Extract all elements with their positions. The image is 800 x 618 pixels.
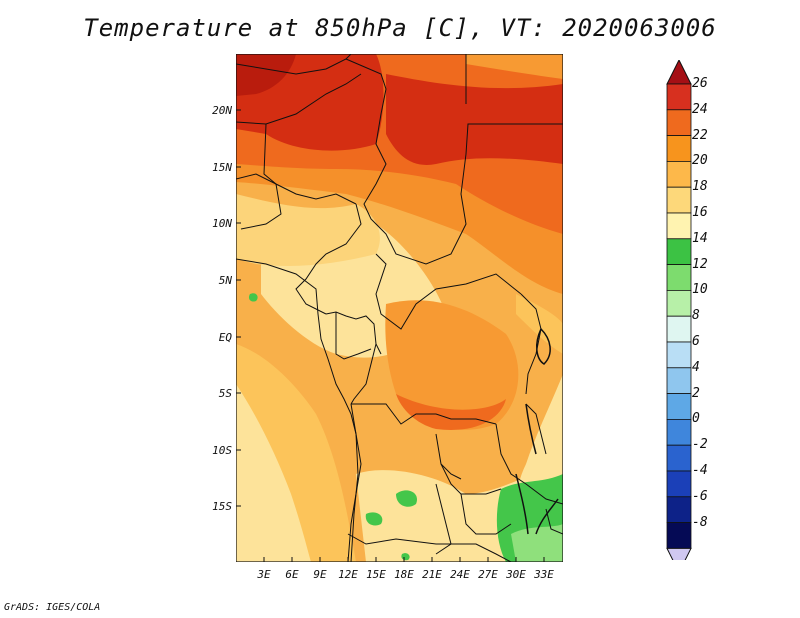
- colorbar-label: 8: [692, 308, 700, 324]
- map-canvas: [236, 54, 563, 562]
- colorbar-label: 0: [692, 411, 700, 427]
- region-green-patch-4: [401, 553, 410, 561]
- colorbar-label: 12: [692, 256, 708, 272]
- lat-label: 15S: [212, 500, 232, 513]
- region-north-warm: [466, 54, 563, 79]
- colorbar-top-triangle: [666, 60, 692, 85]
- colorbar-label: 2: [692, 385, 700, 401]
- lat-label: 10N: [212, 217, 232, 230]
- map-title: Temperature at 850hPa [C], VT: 202006300…: [83, 14, 717, 42]
- region-congo-hot: [396, 394, 506, 430]
- lon-label: 3E: [257, 568, 271, 581]
- colorbar-label: -8: [692, 514, 708, 530]
- country-borders: [236, 54, 563, 562]
- colorbar-label: -6: [692, 488, 708, 504]
- colorbar-label: 24: [692, 101, 708, 117]
- lat-label: 5S: [218, 387, 232, 400]
- colorbar-label: 18: [692, 179, 708, 195]
- colorbar-box: [666, 83, 692, 111]
- colorbar-box: [666, 264, 692, 291]
- colorbar-label: 6: [692, 334, 700, 349]
- region-southwest-cool: [236, 384, 311, 562]
- lon-label: 9E: [313, 568, 327, 581]
- colorbar: [666, 60, 692, 560]
- colorbar-box: [666, 444, 692, 472]
- region-green-patch-3: [248, 293, 258, 302]
- colorbar-box: [666, 341, 692, 369]
- colorbar-label: 14: [692, 230, 708, 246]
- coastline: [236, 258, 359, 562]
- colorbar-box: [666, 470, 692, 498]
- region-sahara-hot-east: [386, 74, 563, 165]
- colorbar-label: 22: [692, 127, 708, 143]
- colorbar-bottom-triangle: [666, 547, 692, 560]
- lon-label: 21E: [422, 568, 442, 581]
- colorbar-box: [666, 212, 692, 240]
- colorbar-box: [666, 522, 692, 549]
- colorbar-box: [666, 367, 692, 394]
- region-southeast-lightgreen: [511, 524, 563, 562]
- colorbar-box: [666, 238, 692, 266]
- lon-label: 33E: [534, 568, 554, 581]
- lon-label: 27E: [478, 568, 498, 581]
- colorbar-box: [666, 289, 692, 317]
- lakes: [515, 327, 559, 535]
- colorbar-box: [666, 315, 692, 343]
- region-congo-warm: [385, 300, 519, 430]
- lat-label: EQ: [218, 331, 232, 344]
- colorbar-box: [666, 109, 692, 136]
- temperature-map: [236, 54, 563, 562]
- colorbar-label: 4: [692, 359, 700, 375]
- colorbar-label: 16: [692, 205, 708, 220]
- region-green-patch-1: [396, 490, 417, 507]
- colorbar-box: [666, 393, 692, 420]
- lat-label: 5N: [218, 274, 232, 287]
- lon-label: 15E: [366, 568, 386, 581]
- colorbar-label: 10: [692, 282, 708, 298]
- colorbar-label: -2: [692, 437, 708, 453]
- lat-label: 20N: [212, 104, 232, 117]
- colorbar-label: -4: [692, 463, 708, 478]
- lon-label: 6E: [285, 568, 299, 581]
- colorbar-box: [666, 496, 692, 523]
- colorbar-box: [666, 135, 692, 162]
- lat-label: 10S: [212, 444, 232, 457]
- region-westafrica-mild: [236, 194, 380, 266]
- colorbar-label: 20: [692, 153, 708, 169]
- axis-ticks: [236, 109, 545, 562]
- lat-label: 15N: [212, 161, 232, 174]
- colorbar-box: [666, 161, 692, 188]
- lon-label: 30E: [506, 568, 526, 581]
- lon-label: 12E: [338, 568, 358, 581]
- colorbar-box: [666, 418, 692, 446]
- lon-label: 18E: [394, 568, 414, 581]
- lon-label: 24E: [450, 568, 470, 581]
- region-far-northwest: [236, 54, 296, 96]
- footer-credit: GrADS: IGES/COLA: [4, 602, 101, 613]
- colorbar-box: [666, 186, 692, 214]
- region-green-patch-2: [365, 512, 383, 526]
- colorbar-label: 26: [692, 76, 708, 91]
